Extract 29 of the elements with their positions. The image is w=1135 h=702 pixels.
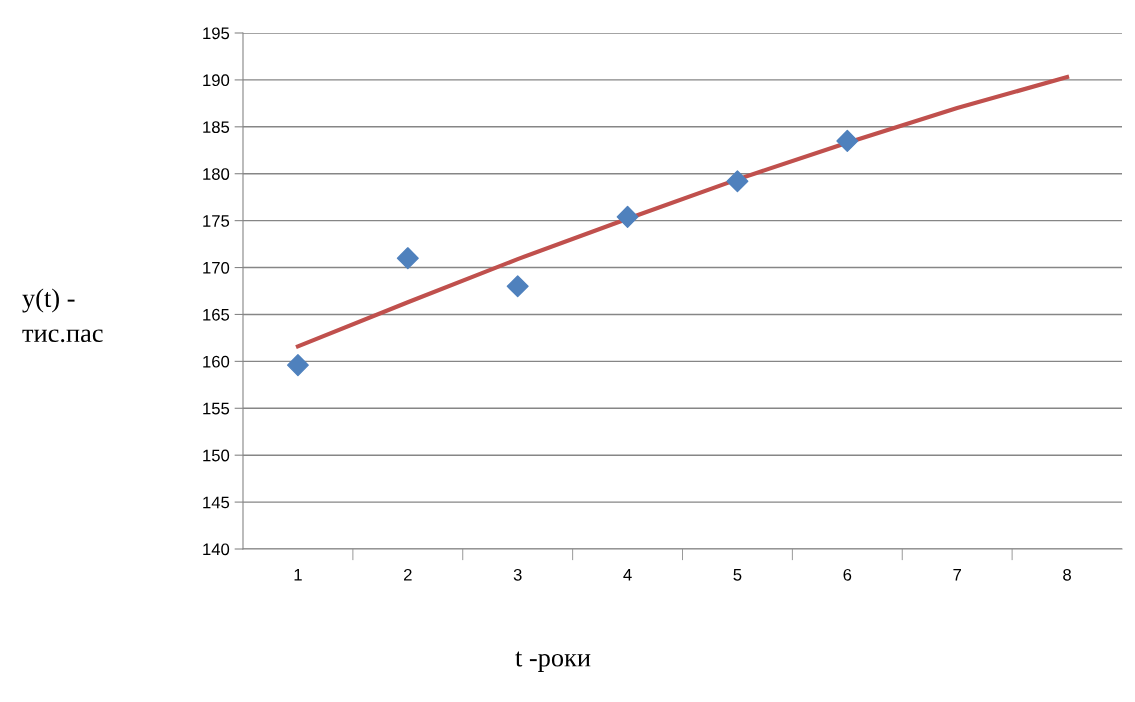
point [506,275,529,298]
y-tick-label: 165 [203,308,230,321]
y-tick-label: 145 [203,496,230,509]
point [616,205,639,228]
x-tick-label: 2 [404,568,412,581]
y-tick-label: 185 [203,121,230,134]
x-tick-label: 7 [953,569,961,581]
y-axis-title: y(t) - тис.пас [22,288,103,343]
y-tick-label: 175 [203,215,230,227]
y-tick-label: 155 [203,402,230,415]
x-tick-label: 5 [733,569,742,581]
point [396,247,419,270]
x-tick-label: 4 [623,569,632,581]
line-series [295,75,1070,349]
x-tick-label: 8 [1063,568,1071,581]
y-tick-label: 150 [203,449,230,462]
x-tick-label: 1 [294,569,302,581]
y-tick-label: 170 [203,261,230,274]
y-tick-label: 180 [203,168,230,180]
x-tick-label: 6 [843,568,852,581]
point [726,170,749,193]
y-tick-label: 140 [203,543,230,556]
point [836,129,859,152]
y-tick-label: 190 [203,74,230,87]
x-tick-label: 3 [513,568,522,581]
x-axis-title: t -роки [515,651,591,672]
point [286,354,309,377]
y-tick-label: 195 [203,27,230,40]
y-tick-label: 160 [203,355,230,368]
